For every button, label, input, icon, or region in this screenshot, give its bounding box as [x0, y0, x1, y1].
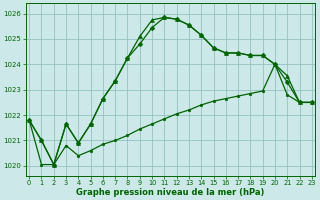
X-axis label: Graphe pression niveau de la mer (hPa): Graphe pression niveau de la mer (hPa): [76, 188, 265, 197]
